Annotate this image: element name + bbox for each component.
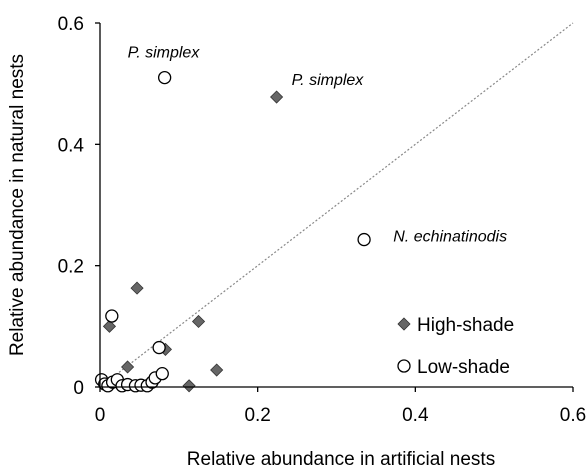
reference-line — [99, 22, 574, 388]
x-tick-label: 0 — [95, 405, 106, 426]
x-tick-label: 0.6 — [560, 405, 586, 426]
legend-entry-label: Low-shade — [417, 357, 510, 378]
points-layer — [94, 70, 371, 393]
high-shade-point — [102, 319, 117, 333]
x-tick-label: 0.2 — [244, 405, 270, 426]
legend-diamond-swatch — [397, 317, 411, 331]
high-shade-point — [182, 379, 196, 393]
legend-entry-label: High-shade — [417, 315, 514, 336]
point-annotation: P. simplex — [128, 45, 201, 62]
high-shade-point — [130, 281, 144, 295]
low-shade-point — [152, 340, 166, 355]
point-annotation: P. simplex — [292, 72, 365, 89]
low-shade-point — [105, 309, 119, 323]
low-shade-point — [357, 232, 371, 247]
y-axis-label: Relative abundance in natural nests — [7, 54, 28, 356]
y-tick-label: 0.2 — [58, 257, 84, 278]
low-shade-point — [157, 70, 172, 85]
reference-line-layer — [99, 22, 574, 388]
high-shade-point — [121, 360, 135, 374]
high-shade-point — [270, 90, 284, 104]
point-annotation: N. echinatinodis — [393, 228, 507, 245]
low-shade-point — [155, 367, 169, 381]
annotations-layer: P. simplex P. simplex N. echinatinodis — [128, 45, 508, 246]
high-shade-point — [191, 314, 206, 329]
y-tick-label: 0.6 — [58, 14, 84, 35]
legend: High-shade Low-shade — [397, 315, 514, 378]
legend-circle-swatch — [397, 359, 411, 373]
x-axis-label: Relative abundance in artificial nests — [187, 449, 495, 470]
high-shade-point — [210, 363, 224, 377]
x-tick-label: 0.4 — [402, 405, 429, 426]
y-tick-label: 0 — [73, 378, 84, 399]
y-tick-label: 0.4 — [58, 135, 85, 156]
tick-labels-layer: 0 0.2 0.4 0.6 0 0.2 0.4 0.6 — [58, 14, 587, 426]
axes-layer — [95, 22, 574, 392]
